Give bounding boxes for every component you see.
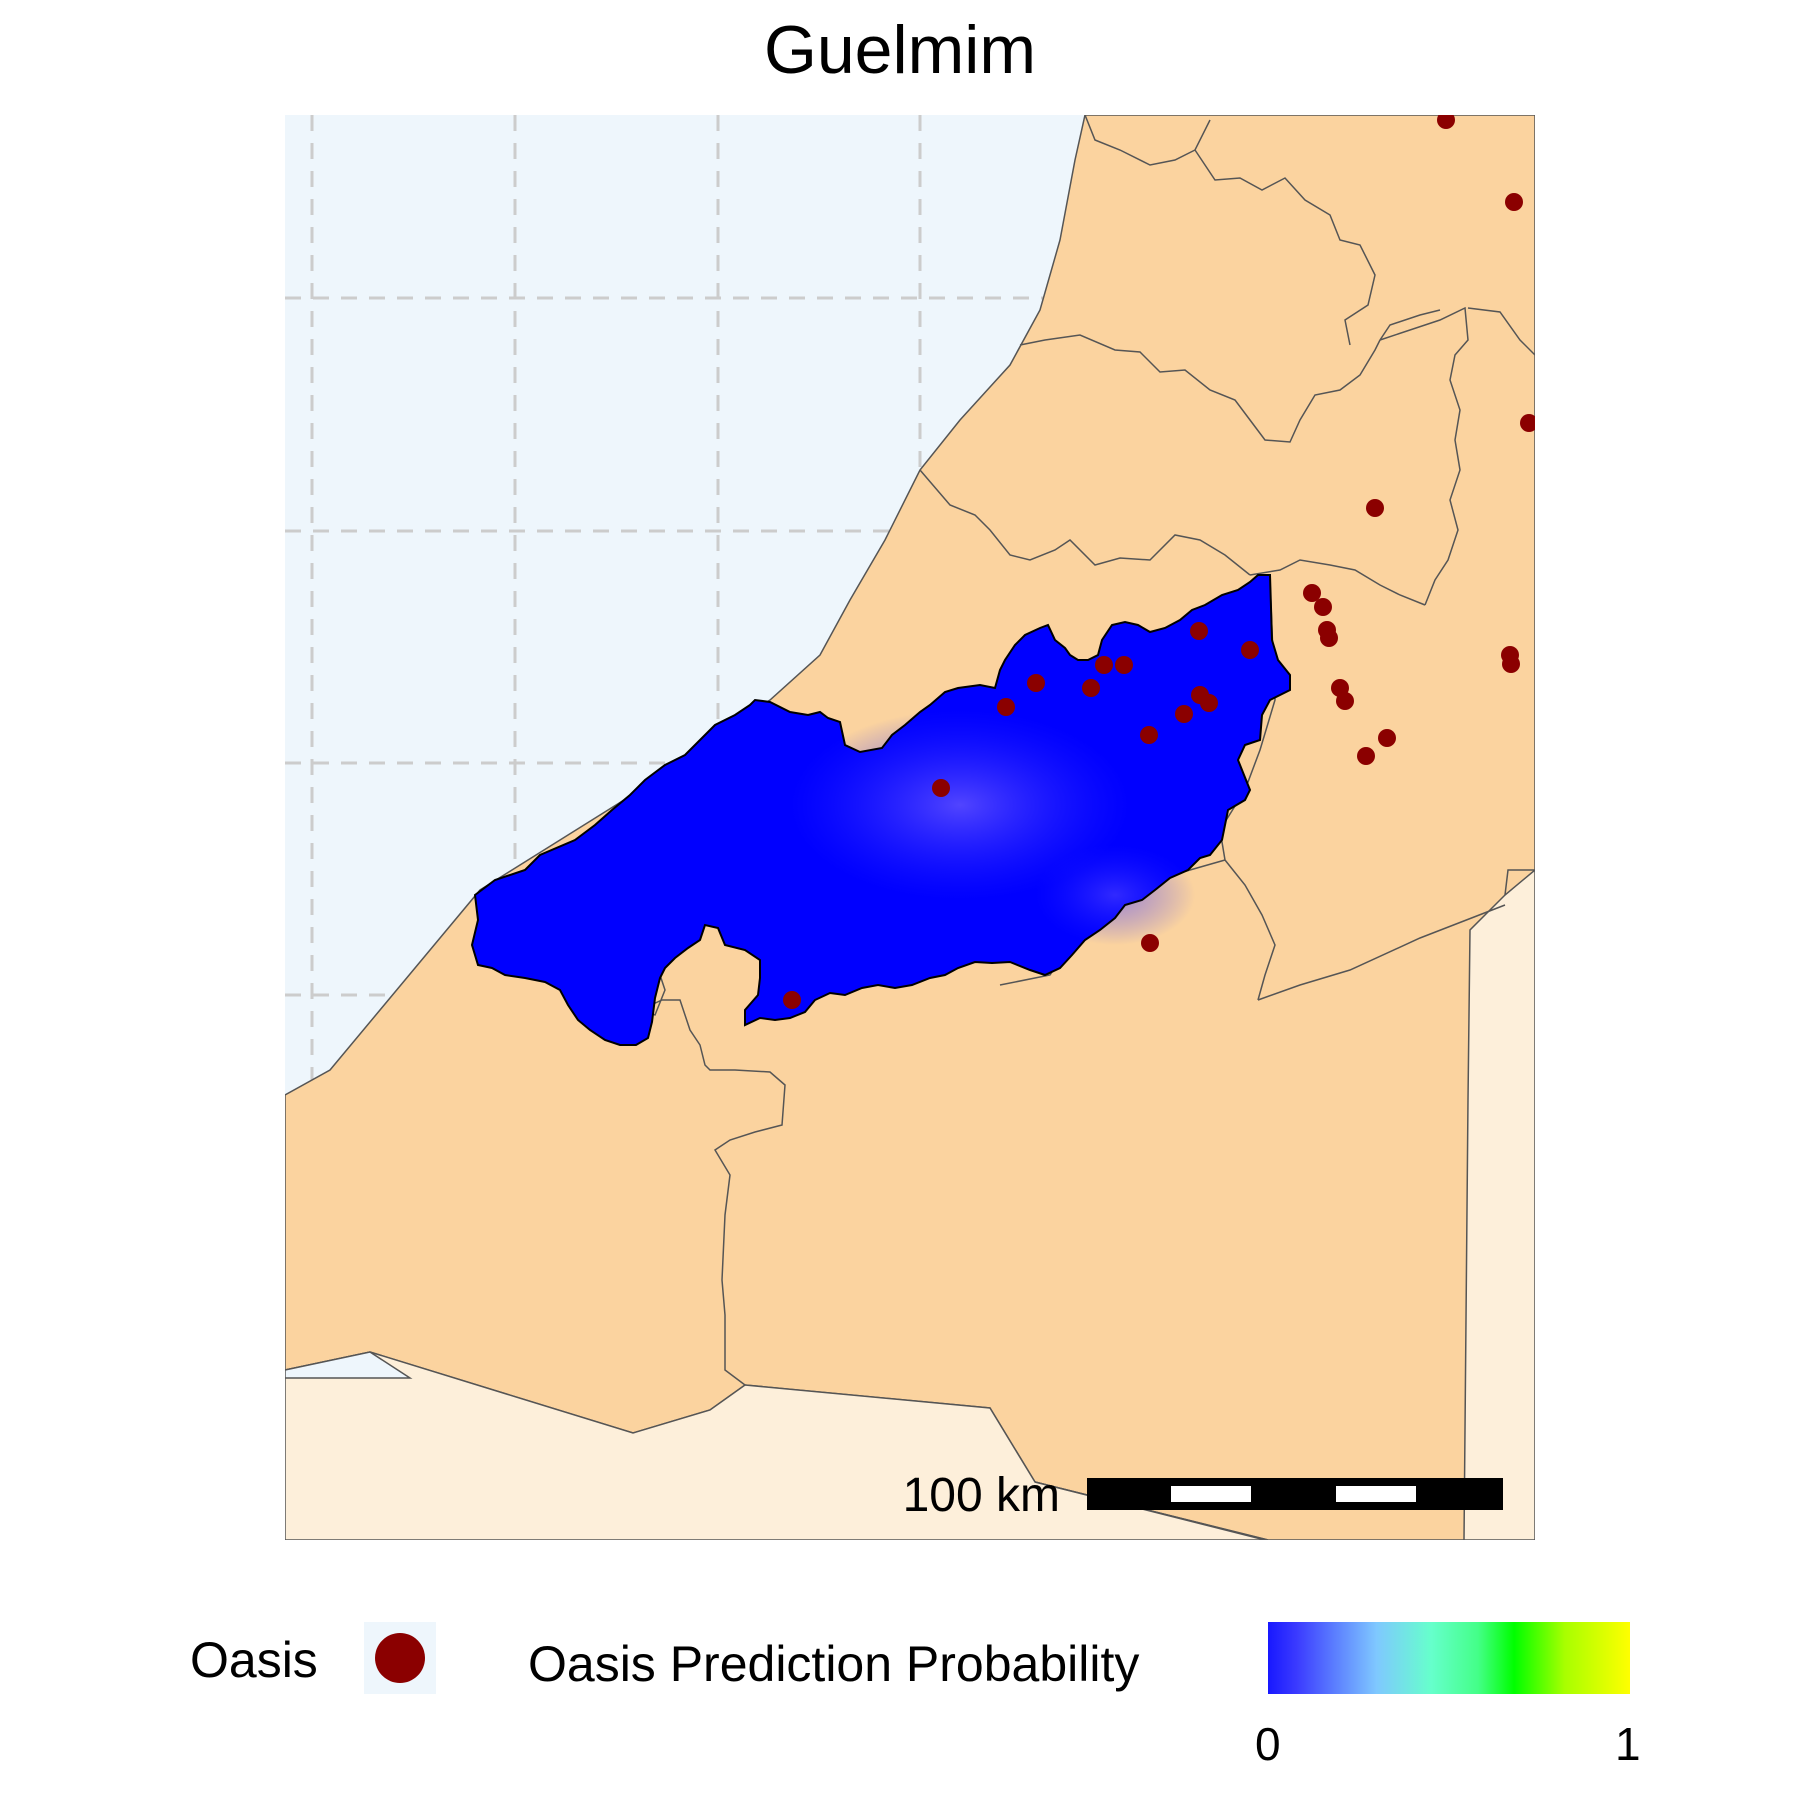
map-panel: [285, 115, 1535, 1540]
oasis-point: [1378, 729, 1396, 747]
oasis-point: [1437, 115, 1455, 129]
colorbar-tick-min: 0: [1255, 1718, 1281, 1770]
oasis-point: [1520, 414, 1535, 432]
scale-bar-label: 100 km: [902, 1469, 1060, 1522]
map-title: Guelmim: [763, 12, 1037, 88]
colorbar-tick-max: 1: [1615, 1718, 1641, 1770]
probability-colorbar: [1268, 1622, 1630, 1694]
legend-oasis-label: Oasis: [190, 1632, 318, 1688]
oasis-point: [1190, 622, 1208, 640]
oasis-point: [1175, 705, 1193, 723]
oasis-point: [1303, 584, 1321, 602]
oasis-point: [1141, 934, 1159, 952]
legend-oasis-key: [364, 1622, 436, 1694]
oasis-point: [1314, 598, 1332, 616]
oasis-point: [1027, 674, 1045, 692]
oasis-point: [1502, 655, 1520, 673]
oasis-point: [1505, 193, 1523, 211]
province-borders: [639, 115, 1535, 1540]
land-south-region: [285, 1351, 1269, 1540]
oasis-point: [1366, 499, 1384, 517]
oasis-point: [783, 991, 801, 1009]
oasis-point: [1336, 692, 1354, 710]
legend-oasis-dot-icon: [375, 1633, 425, 1683]
sea-strip-south: [285, 1351, 413, 1379]
land-east-region: [1463, 869, 1535, 1540]
oasis-point: [1095, 656, 1113, 674]
oasis-point: [1320, 629, 1338, 647]
scale-bar: [1087, 1478, 1503, 1510]
oasis-point: [1200, 694, 1218, 712]
oasis-points: [783, 115, 1535, 1009]
oasis-point: [1082, 679, 1100, 697]
oasis-point: [1115, 656, 1133, 674]
oasis-point: [997, 698, 1015, 716]
guelmim-boundary: [470, 574, 1291, 1046]
oasis-point: [932, 779, 950, 797]
oasis-point: [1140, 726, 1158, 744]
oasis-point: [1357, 747, 1375, 765]
oasis-point: [1241, 641, 1259, 659]
legend-probability-label: Oasis Prediction Probability: [528, 1636, 1140, 1692]
